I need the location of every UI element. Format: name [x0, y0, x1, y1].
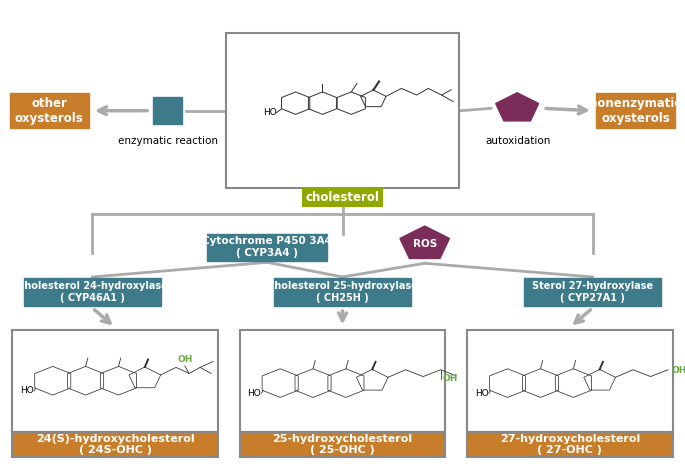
Text: HO: HO [20, 386, 34, 396]
Bar [12, 330, 218, 432]
Polygon shape [400, 226, 449, 259]
Text: ROS: ROS [412, 239, 437, 249]
Bar [596, 93, 675, 128]
Bar [240, 330, 445, 432]
Text: Cholesterol 25-hydroxylase
( CH25H ): Cholesterol 25-hydroxylase ( CH25H ) [267, 281, 418, 303]
Text: Sterol 27-hydroxylase
( CYP27A1 ): Sterol 27-hydroxylase ( CYP27A1 ) [532, 281, 653, 303]
Polygon shape [496, 93, 538, 121]
Text: cholesterol: cholesterol [306, 191, 379, 204]
Text: other
oxysterols: other oxysterols [15, 97, 84, 125]
Bar [12, 432, 218, 457]
Text: enzymatic reaction: enzymatic reaction [118, 136, 218, 146]
Bar [524, 278, 661, 306]
Text: 25-hydroxycholesterol
( 25-OHC ): 25-hydroxycholesterol ( 25-OHC ) [273, 434, 412, 455]
Text: HO: HO [475, 389, 488, 398]
Text: nonenzymatic
oxysterols: nonenzymatic oxysterols [590, 97, 682, 125]
Bar [24, 278, 161, 306]
Bar [226, 33, 459, 188]
Text: OH: OH [671, 366, 685, 375]
Text: 27-hydroxycholesterol
( 27-OHC ): 27-hydroxycholesterol ( 27-OHC ) [500, 434, 640, 455]
Text: OH: OH [177, 355, 192, 364]
Text: Cholesterol 24-hydroxylase
( CYP46A1 ): Cholesterol 24-hydroxylase ( CYP46A1 ) [17, 281, 168, 303]
Text: HO: HO [247, 389, 261, 398]
Bar [467, 330, 673, 432]
Bar [10, 93, 89, 128]
Bar [240, 432, 445, 457]
Text: HO: HO [263, 108, 277, 117]
Text: OH: OH [443, 374, 458, 382]
Text: 24(S)-hydroxycholesterol
( 24S-OHC ): 24(S)-hydroxycholesterol ( 24S-OHC ) [36, 434, 195, 455]
Text: autoxidation: autoxidation [486, 136, 551, 146]
Bar [467, 432, 673, 457]
Text: Cytochrome P450 3A4
( CYP3A4 ): Cytochrome P450 3A4 ( CYP3A4 ) [202, 236, 332, 258]
Bar [153, 97, 182, 124]
Bar [274, 278, 411, 306]
Bar [207, 234, 327, 261]
